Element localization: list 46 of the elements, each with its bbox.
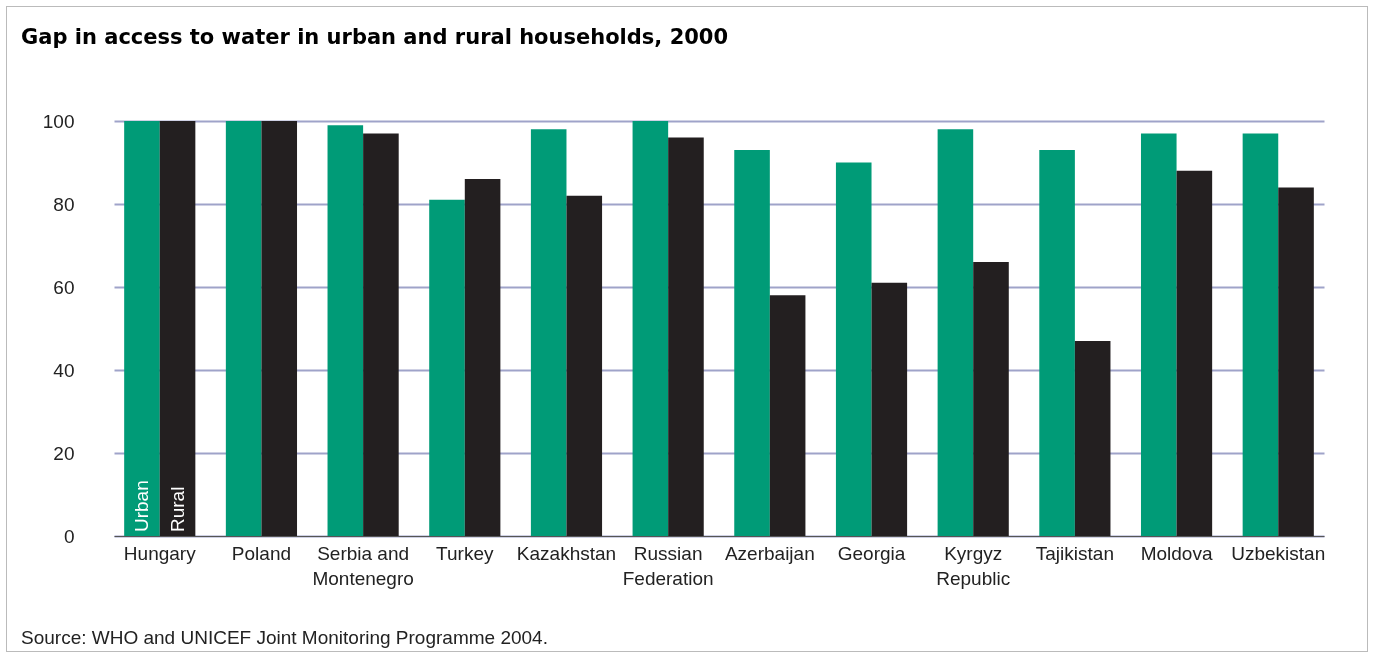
- x-tick-label: Hungary: [123, 542, 197, 564]
- x-tick-label: Azerbaijan: [724, 542, 815, 564]
- bar: [668, 137, 704, 536]
- x-tick-label: Kyrgyz Republic: [936, 542, 1011, 589]
- x-tick-label: Turkey: [436, 542, 494, 564]
- bar: [835, 162, 872, 536]
- bar: [327, 125, 364, 536]
- bar: [1176, 170, 1213, 536]
- bar: [871, 282, 908, 536]
- bar: [566, 195, 603, 536]
- x-tick-label: Kazakhstan: [516, 542, 617, 564]
- bar: [1074, 340, 1111, 536]
- bar: [261, 121, 298, 536]
- x-tick-label: Serbia and Montenegro: [312, 542, 414, 589]
- source-note: Source: WHO and UNICEF Joint Monitoring Programme 2004.: [21, 627, 548, 649]
- series-label: Urban: [130, 480, 152, 532]
- bar: [530, 129, 567, 536]
- bar: [124, 121, 160, 536]
- bar: [464, 179, 501, 536]
- y-tick-label: 40: [53, 359, 75, 381]
- x-tick-label: Tajikistan: [1035, 542, 1114, 564]
- x-tick-label: Uzbekistan: [1231, 542, 1326, 564]
- bar: [769, 295, 806, 536]
- bar: [225, 121, 262, 536]
- bar: [1140, 133, 1177, 536]
- bar: [1278, 187, 1314, 536]
- bar: [937, 129, 974, 536]
- bar: [429, 199, 465, 536]
- x-tick-label: Georgia: [837, 542, 906, 564]
- x-tick-label: Poland: [231, 542, 292, 564]
- bar: [1242, 133, 1279, 536]
- y-tick-label: 0: [63, 525, 75, 547]
- x-tick-label: Russian Federation: [622, 542, 714, 589]
- x-tick-label: Moldova: [1140, 542, 1213, 564]
- bar: [1039, 150, 1075, 536]
- y-tick-label: 20: [53, 442, 75, 464]
- bar: [159, 121, 196, 536]
- series-label: Rural: [166, 486, 188, 532]
- bar: [973, 262, 1009, 536]
- y-tick-label: 60: [53, 276, 75, 298]
- bar: [632, 121, 669, 536]
- chart-title: Gap in access to water in urban and rural households, 2000: [21, 25, 729, 49]
- y-tick-label: 80: [53, 193, 75, 215]
- bar: [363, 133, 399, 536]
- bar: [734, 150, 770, 536]
- y-tick-label: 100: [42, 110, 75, 132]
